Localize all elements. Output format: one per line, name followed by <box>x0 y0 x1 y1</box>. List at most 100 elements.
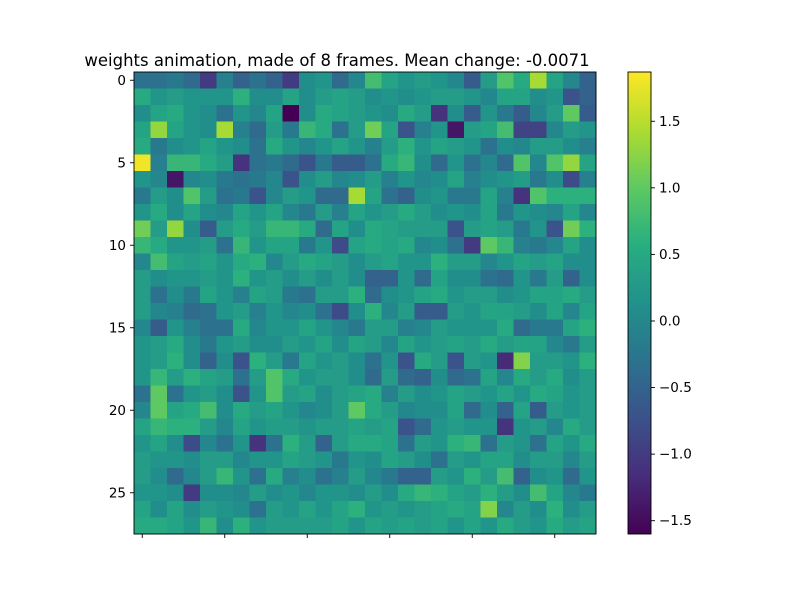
heatmap-cell <box>134 88 151 106</box>
heatmap-cell <box>480 385 498 403</box>
heatmap-cell <box>447 468 465 485</box>
heatmap-cell <box>513 484 531 502</box>
heatmap-cell <box>381 237 399 254</box>
heatmap-cell <box>315 253 333 271</box>
heatmap-cell <box>299 154 316 172</box>
heatmap-cell <box>282 204 300 221</box>
heatmap-cell <box>546 237 564 254</box>
heatmap-cell <box>134 435 151 452</box>
heatmap-cell <box>183 220 201 238</box>
heatmap-cell <box>200 402 217 419</box>
heatmap-cell <box>431 418 448 436</box>
heatmap-cell <box>530 336 547 353</box>
heatmap-cell <box>546 319 564 337</box>
heatmap-cell <box>480 237 498 254</box>
heatmap-cell <box>398 352 415 370</box>
heatmap-cell <box>134 237 151 254</box>
heatmap-cell <box>447 121 465 139</box>
heatmap-cell <box>299 220 316 238</box>
heatmap-cell <box>200 121 217 139</box>
heatmap-cell <box>579 105 597 122</box>
heatmap-cell <box>134 138 151 155</box>
heatmap-cell <box>447 484 465 502</box>
heatmap-cell <box>398 517 415 535</box>
heatmap-cell <box>381 385 399 403</box>
heatmap-cell <box>216 88 234 106</box>
heatmap-cell <box>299 319 316 337</box>
heatmap-cell <box>216 138 234 155</box>
heatmap-cell <box>315 138 333 155</box>
heatmap-cell <box>299 286 316 304</box>
heatmap-cell <box>513 187 531 205</box>
colorbar-axis: 1.5 1.0 0.5 0.0 −0.5 −1.0 −1.5 <box>651 114 692 529</box>
heatmap-cell <box>150 171 168 188</box>
heatmap-cell <box>134 171 151 188</box>
heatmap-cell <box>497 435 514 452</box>
heatmap-cell <box>282 501 300 518</box>
heatmap-cell <box>530 88 547 106</box>
heatmap-cell <box>150 319 168 337</box>
heatmap-cell <box>530 468 547 485</box>
heatmap-cell <box>381 72 399 89</box>
heatmap-cell <box>348 204 366 221</box>
heatmap-cell <box>167 72 184 89</box>
heatmap-cell <box>579 72 597 89</box>
heatmap-cell <box>579 303 597 320</box>
heatmap-cell <box>266 435 283 452</box>
heatmap-cell <box>332 369 349 386</box>
heatmap-cell <box>464 319 481 337</box>
heatmap-cell <box>233 220 250 238</box>
heatmap-cell <box>266 121 283 139</box>
heatmap-cell <box>431 270 448 287</box>
heatmap-cell <box>315 501 333 518</box>
heatmap-cell <box>216 369 234 386</box>
heatmap-cell <box>315 121 333 139</box>
heatmap-cell <box>365 385 382 403</box>
heatmap-cell <box>480 253 498 271</box>
y-tick-label: 10 <box>109 238 126 254</box>
heatmap-cell <box>513 385 531 403</box>
heatmap-cell <box>398 121 415 139</box>
heatmap-cell <box>282 517 300 535</box>
heatmap-cell <box>365 336 382 353</box>
heatmap-cell <box>381 435 399 452</box>
heatmap-cell <box>150 138 168 155</box>
heatmap-cell <box>348 451 366 469</box>
heatmap-cell <box>579 237 597 254</box>
heatmap-cell <box>299 369 316 386</box>
heatmap-cell <box>398 484 415 502</box>
heatmap-cell <box>381 402 399 419</box>
heatmap-cell <box>134 517 151 535</box>
heatmap-cell <box>381 220 399 238</box>
heatmap-cell <box>398 138 415 155</box>
heatmap-cell <box>249 451 267 469</box>
heatmap-cell <box>233 138 250 155</box>
heatmap-cell <box>447 138 465 155</box>
heatmap-cell <box>431 402 448 419</box>
heatmap-cell <box>414 303 432 320</box>
heatmap-cell <box>497 418 514 436</box>
heatmap-cell <box>266 484 283 502</box>
heatmap-cell <box>315 468 333 485</box>
heatmap-cell <box>431 187 448 205</box>
heatmap-cell <box>414 402 432 419</box>
heatmap-cell <box>546 154 564 172</box>
heatmap-cell <box>546 402 564 419</box>
heatmap-cell <box>266 303 283 320</box>
heatmap-cell <box>167 451 184 469</box>
heatmap-cell <box>348 303 366 320</box>
heatmap-cell <box>200 319 217 337</box>
y-tick-label: 25 <box>109 485 126 501</box>
heatmap-cell <box>464 286 481 304</box>
heatmap-cell <box>431 303 448 320</box>
heatmap-cell <box>464 138 481 155</box>
heatmap-cell <box>167 501 184 518</box>
heatmap-cell <box>282 154 300 172</box>
heatmap-cell <box>233 187 250 205</box>
heatmap-cell <box>216 402 234 419</box>
heatmap-cell <box>249 220 267 238</box>
heatmap-cell <box>299 418 316 436</box>
heatmap-cell <box>546 517 564 535</box>
heatmap-cell <box>266 72 283 89</box>
colorbar-tick-label: 1.5 <box>659 114 680 130</box>
